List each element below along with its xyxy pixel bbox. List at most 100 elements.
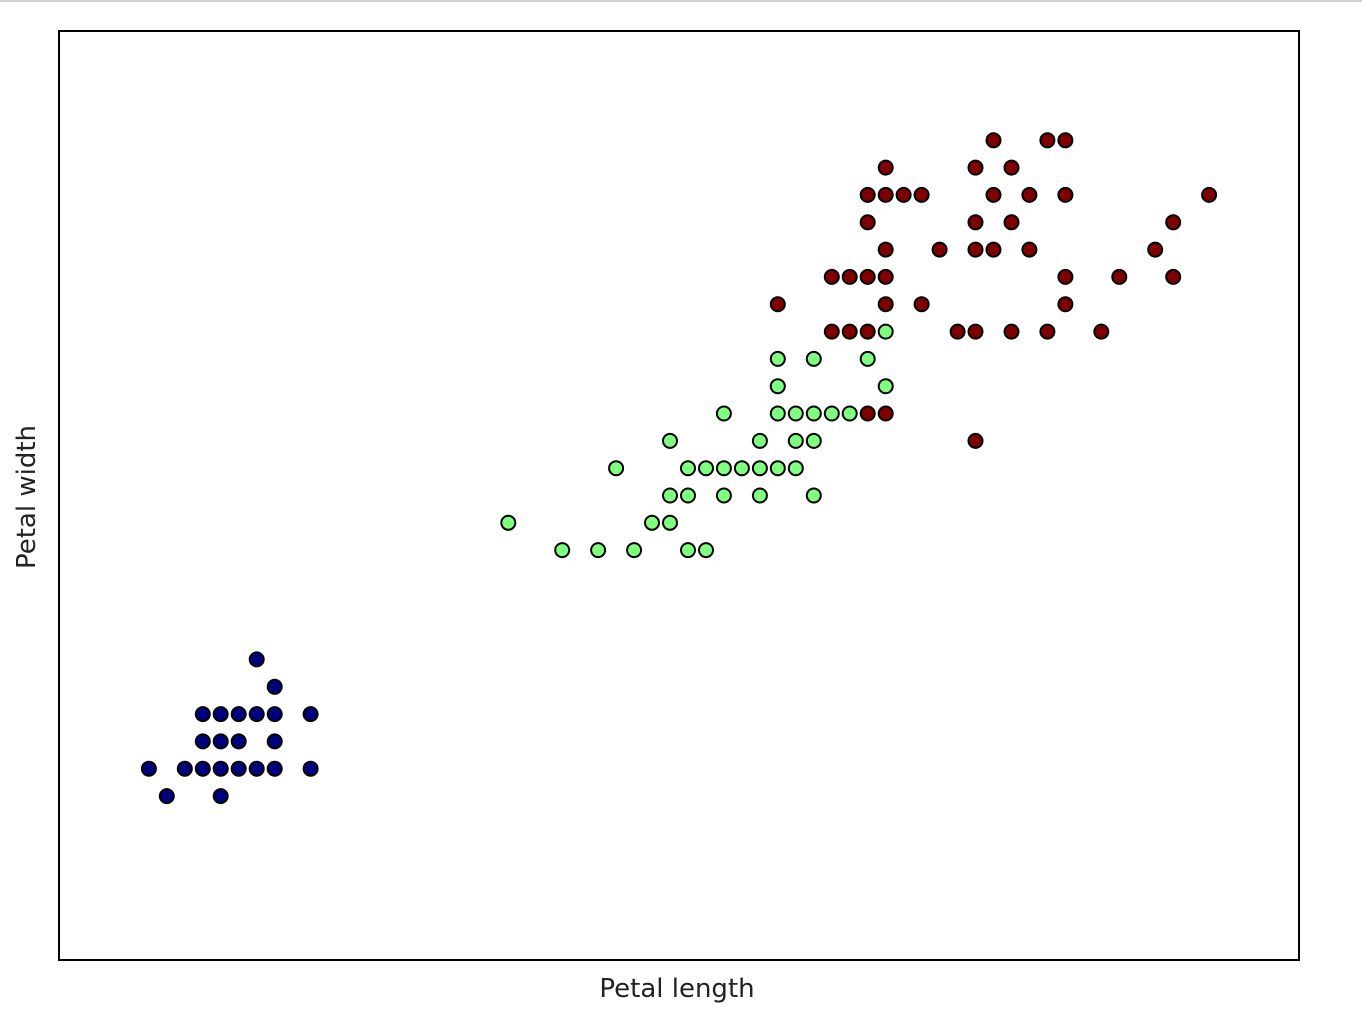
data-point: [554, 542, 571, 559]
data-point: [859, 405, 876, 422]
points-layer: [140, 132, 1218, 805]
data-point: [751, 432, 768, 449]
data-point: [1057, 132, 1074, 149]
series-0: [140, 651, 319, 805]
data-point: [1039, 132, 1056, 149]
data-point: [769, 460, 786, 477]
data-point: [176, 760, 193, 777]
data-point: [967, 159, 984, 176]
data-point: [1021, 186, 1038, 203]
data-point: [967, 214, 984, 231]
data-point: [841, 268, 858, 285]
data-point: [931, 241, 948, 258]
data-point: [1039, 323, 1056, 340]
data-point: [823, 323, 840, 340]
data-point: [194, 706, 211, 723]
data-point: [859, 268, 876, 285]
data-point: [1003, 159, 1020, 176]
data-point: [805, 350, 822, 367]
data-point: [1165, 268, 1182, 285]
data-point: [805, 487, 822, 504]
data-point: [302, 760, 319, 777]
series-2: [769, 132, 1218, 449]
data-point: [608, 460, 625, 477]
data-point: [715, 487, 732, 504]
data-point: [1165, 214, 1182, 231]
data-point: [266, 706, 283, 723]
data-point: [1111, 268, 1128, 285]
data-point: [662, 432, 678, 449]
data-point: [877, 241, 894, 258]
data-point: [805, 405, 822, 422]
data-point: [787, 432, 804, 449]
data-point: [248, 760, 265, 777]
data-point: [248, 706, 265, 723]
data-point: [877, 405, 894, 422]
data-point: [823, 405, 840, 422]
data-point: [266, 760, 283, 777]
data-point: [877, 296, 894, 313]
data-point: [967, 323, 984, 340]
data-point: [212, 788, 229, 805]
data-point: [230, 733, 247, 750]
top-border: [0, 0, 1362, 2]
data-point: [248, 651, 265, 668]
data-point: [859, 350, 876, 367]
data-point: [1147, 241, 1164, 258]
data-point: [985, 241, 1002, 258]
plot-frame: [58, 30, 1300, 961]
data-point: [751, 487, 768, 504]
data-point: [733, 460, 750, 477]
data-point: [1201, 186, 1218, 203]
data-point: [985, 186, 1002, 203]
data-point: [500, 514, 517, 531]
data-point: [769, 296, 786, 313]
data-point: [967, 432, 984, 449]
data-point: [877, 323, 894, 340]
data-point: [662, 514, 678, 531]
data-point: [1003, 214, 1020, 231]
data-point: [715, 405, 732, 422]
data-point: [680, 487, 696, 504]
data-point: [266, 678, 283, 695]
data-point: [698, 542, 714, 559]
data-point: [680, 460, 696, 477]
data-point: [859, 186, 876, 203]
y-axis-label: Petal width: [12, 425, 42, 569]
data-point: [266, 733, 283, 750]
data-point: [1093, 323, 1110, 340]
data-point: [302, 706, 319, 723]
data-point: [1021, 241, 1038, 258]
data-point: [859, 323, 876, 340]
data-point: [194, 760, 211, 777]
data-point: [877, 186, 894, 203]
data-point: [212, 760, 229, 777]
data-point: [644, 514, 660, 531]
data-point: [1057, 268, 1074, 285]
data-point: [967, 241, 984, 258]
data-point: [805, 432, 822, 449]
data-point: [823, 268, 840, 285]
data-point: [949, 323, 966, 340]
data-point: [698, 460, 714, 477]
data-point: [859, 214, 876, 231]
data-point: [715, 460, 732, 477]
data-point: [841, 323, 858, 340]
data-point: [769, 405, 786, 422]
data-point: [787, 405, 804, 422]
data-point: [841, 405, 858, 422]
data-point: [769, 350, 786, 367]
data-point: [158, 788, 175, 805]
data-point: [877, 159, 894, 176]
data-point: [877, 268, 894, 285]
data-point: [662, 487, 678, 504]
data-point: [1003, 323, 1020, 340]
data-point: [194, 733, 211, 750]
data-point: [626, 542, 643, 559]
data-point: [913, 186, 930, 203]
data-point: [590, 542, 607, 559]
data-point: [1057, 186, 1074, 203]
data-point: [985, 132, 1002, 149]
data-point: [787, 460, 804, 477]
